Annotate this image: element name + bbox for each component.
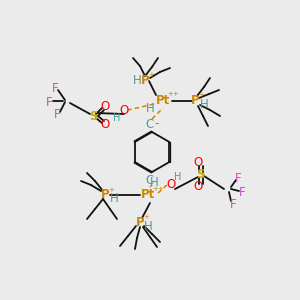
Text: F: F [54,109,60,122]
Text: S: S [89,110,97,122]
Text: F: F [239,185,245,199]
Text: F: F [235,172,241,184]
Text: S: S [196,169,204,182]
Text: +: + [148,72,154,78]
Text: O: O [100,118,109,130]
Text: C: C [146,173,154,187]
Text: F: F [46,95,52,109]
Text: +: + [108,187,114,193]
Text: ++: ++ [152,186,164,192]
Text: C: C [146,118,154,130]
Text: P: P [136,215,144,229]
Text: Pt: Pt [141,188,155,202]
Text: H: H [110,191,118,205]
Text: H: H [150,176,158,190]
Text: P: P [191,94,199,106]
Text: O: O [194,157,202,169]
Text: P: P [141,74,149,86]
Text: F: F [230,197,236,211]
Text: +: + [198,92,204,98]
Text: O: O [100,100,109,112]
Text: O: O [167,178,176,191]
Text: H: H [146,101,154,115]
Text: +: + [143,214,149,220]
Text: ++: ++ [167,91,179,97]
Text: F: F [52,82,58,94]
Text: Pt: Pt [156,94,170,106]
Text: O: O [119,103,129,116]
Text: O: O [194,181,202,194]
Text: H: H [133,74,141,86]
Text: H: H [113,113,121,123]
Text: H: H [144,220,152,232]
Text: H: H [174,172,182,182]
Text: -: - [155,118,159,130]
Text: P: P [101,188,109,202]
Text: H: H [200,98,208,110]
